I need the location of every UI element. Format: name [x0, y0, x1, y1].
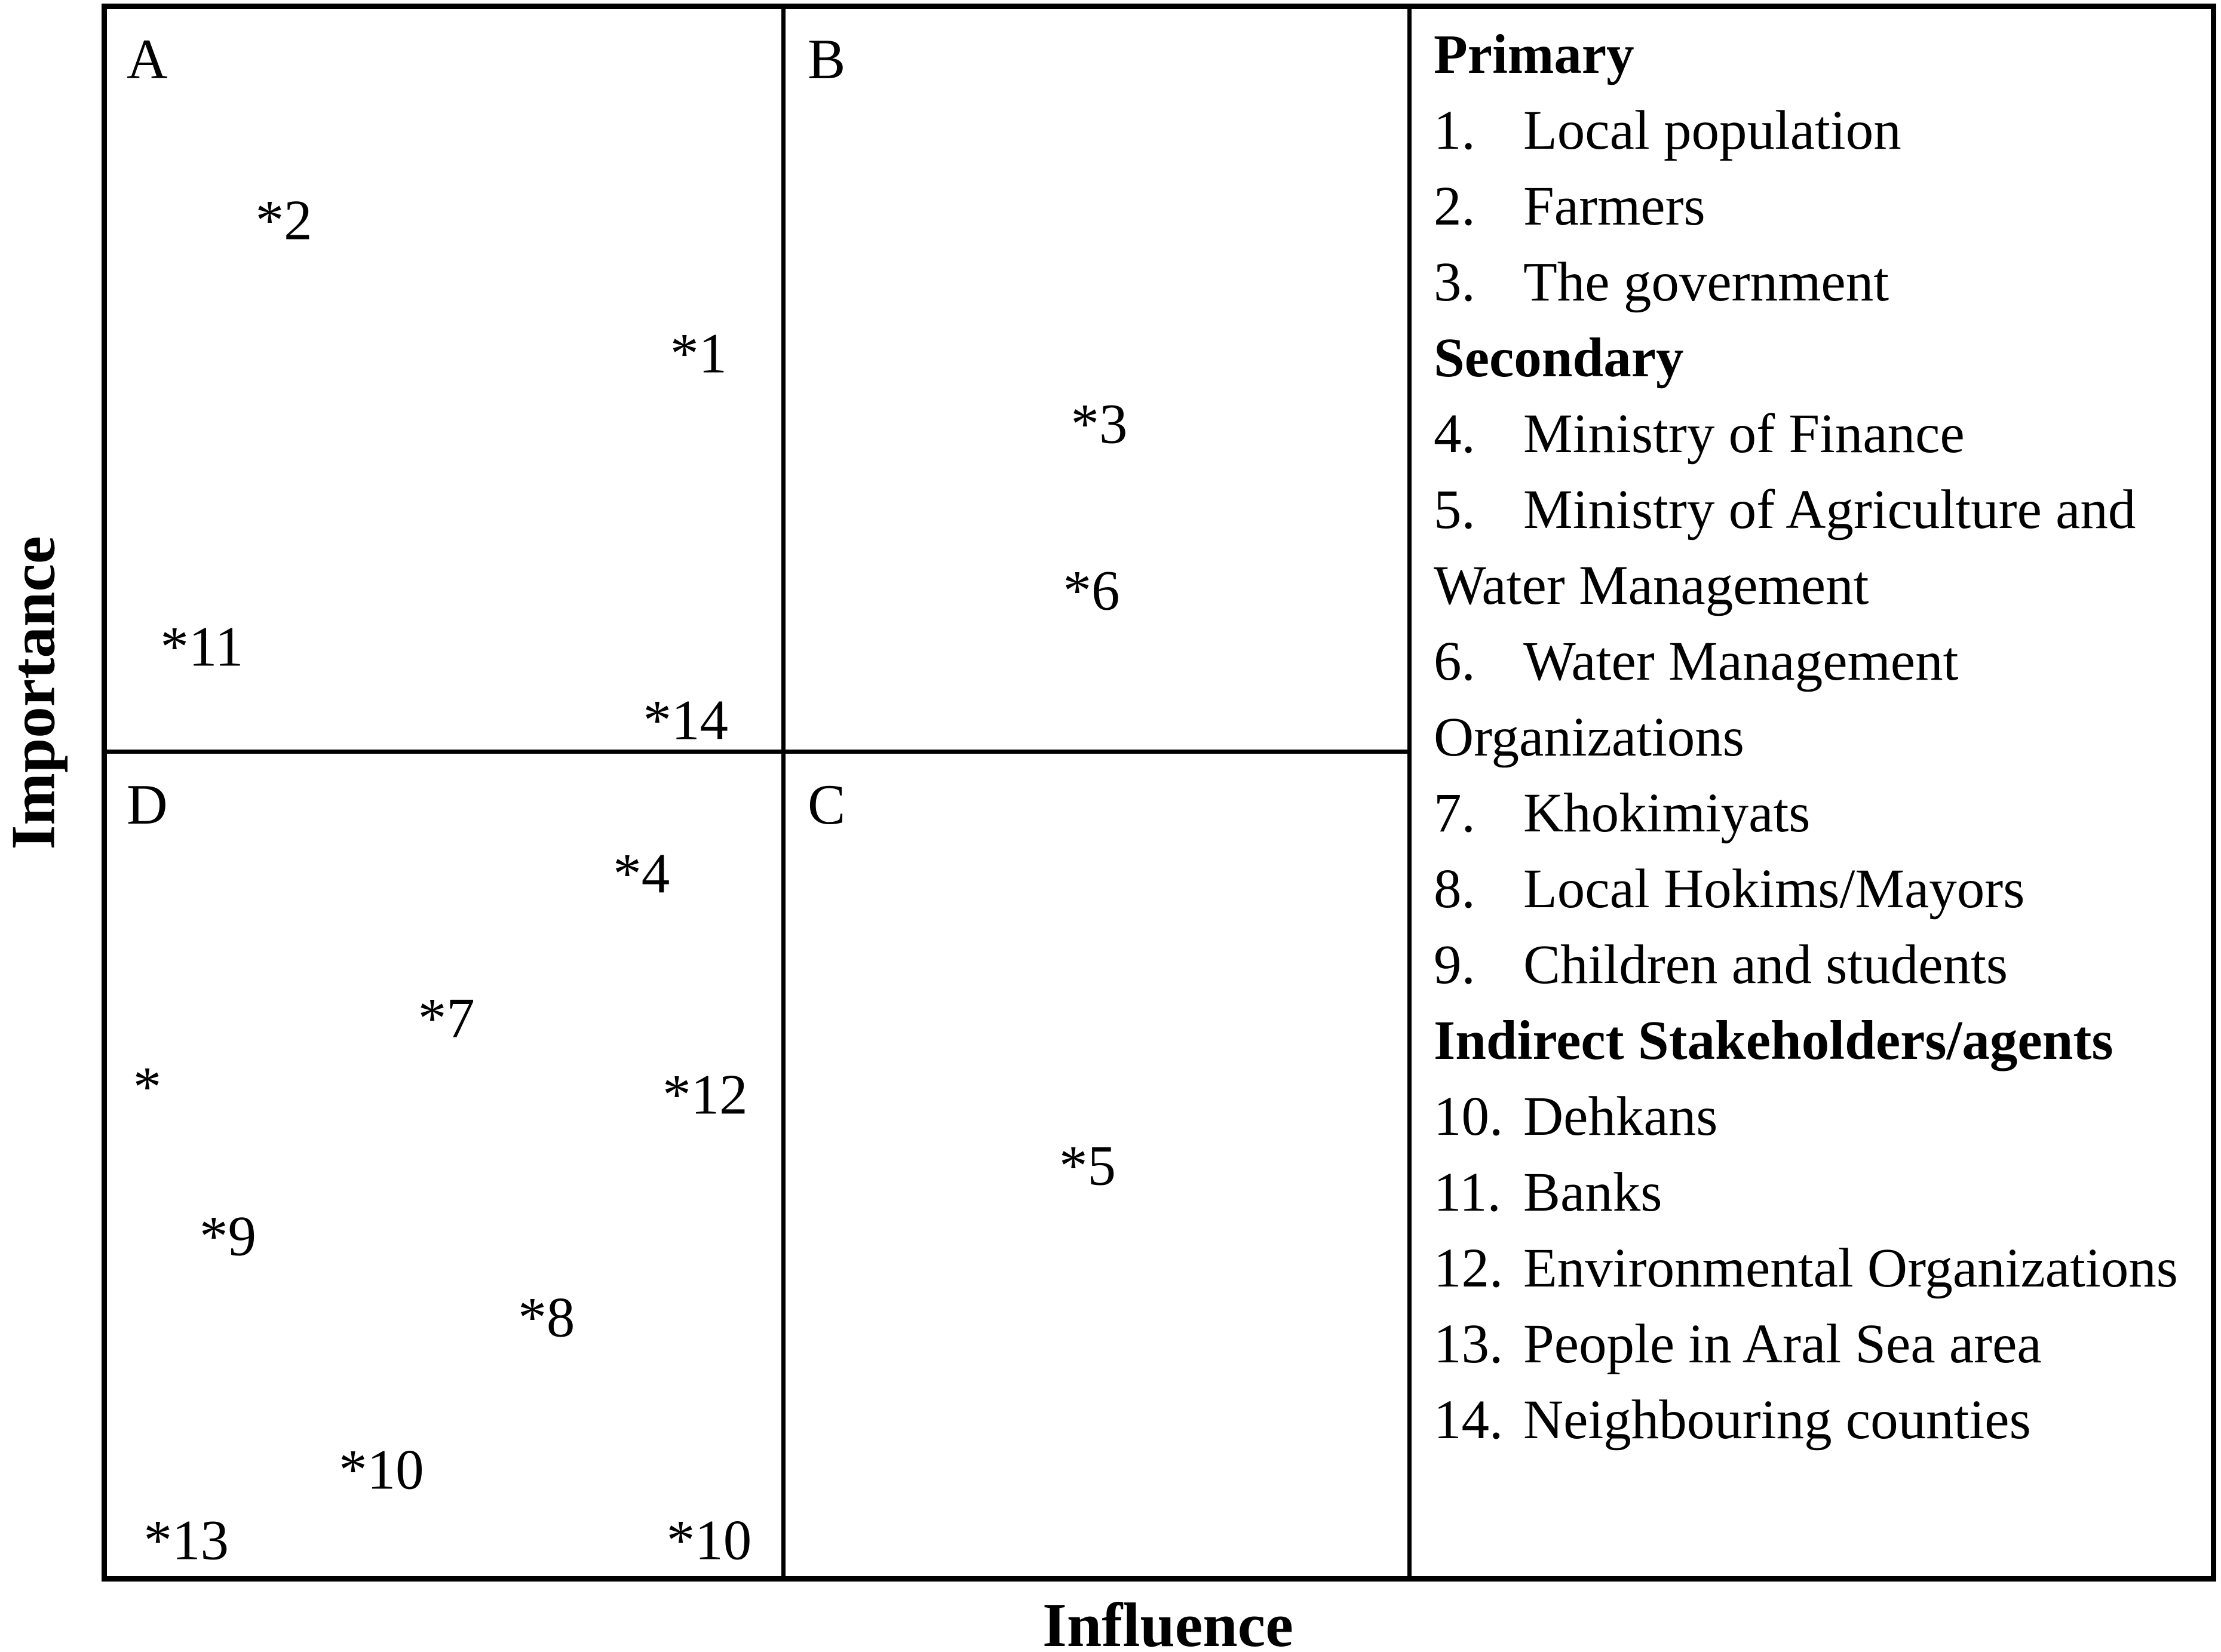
legend-item: 8. Local Hokims/Mayors [1434, 851, 2213, 927]
legend-item-text: Water Management [1523, 631, 1959, 692]
legend-item-number: 8. [1434, 858, 1475, 920]
legend-item-text: Dehkans [1523, 1086, 1718, 1147]
point-3: *3 [1070, 392, 1128, 456]
legend-divider [1407, 4, 1412, 1582]
matrix-outer-border [102, 4, 2216, 1582]
legend-item: 13. People in Aral Sea area [1434, 1306, 2213, 1382]
legend-item-text: Water Management [1434, 555, 1869, 616]
point-8: *8 [518, 1285, 575, 1349]
quadrant-label-b: B [808, 27, 846, 91]
point-10: *10 [339, 1438, 424, 1501]
point-unlabeled: * [133, 1055, 162, 1119]
legend-item-text: Ministry of Agriculture and [1523, 479, 2136, 541]
legend-item-continuation: Organizations [1434, 699, 2213, 775]
legend-item-number: 4. [1434, 403, 1475, 465]
legend-item-text: The government [1523, 251, 1889, 313]
y-axis-label: Importance [0, 536, 68, 850]
legend-item-text: Local population [1523, 100, 1901, 161]
point-11: *11 [160, 615, 244, 678]
point-7: *7 [418, 986, 475, 1050]
point-1: *1 [670, 321, 728, 385]
legend-item: 4. Ministry of Finance [1434, 396, 2213, 472]
point-2: *2 [255, 188, 312, 252]
legend-item-text: Local Hokims/Mayors [1523, 858, 2025, 920]
legend-item: 6. Water Management [1434, 624, 2213, 699]
legend-item-number: 3. [1434, 251, 1475, 313]
point-4: *4 [613, 842, 670, 905]
legend-item-number: 1. [1434, 100, 1475, 161]
legend-header: Primary [1434, 17, 2213, 93]
legend-item-text: Primary [1434, 24, 1634, 85]
legend-item: 11. Banks [1434, 1154, 2213, 1230]
legend-item-text: Environmental Organizations [1523, 1238, 2178, 1299]
point-6: *6 [1063, 558, 1120, 622]
point-10: *10 [666, 1508, 752, 1572]
legend-item: 7. Khokimiyats [1434, 775, 2213, 851]
legend-item-number: 10. [1434, 1086, 1504, 1147]
legend-item: 10. Dehkans [1434, 1079, 2213, 1154]
legend-item-text: Farmers [1523, 176, 1705, 237]
legend-item-number: 5. [1434, 479, 1475, 541]
legend-item: 2. Farmers [1434, 168, 2213, 244]
legend-item-text: Secondary [1434, 327, 1684, 389]
legend-item-number: 9. [1434, 934, 1475, 996]
legend-item-number: 11. [1434, 1162, 1501, 1223]
x-axis-label: Influence [1042, 1590, 1293, 1652]
legend-item-text: Children and students [1523, 934, 2008, 996]
quadrant-divider-horizontal [102, 750, 1412, 754]
legend-item-text: People in Aral Sea area [1523, 1313, 2042, 1375]
legend-item: 3. The government [1434, 244, 2213, 320]
point-12: *12 [662, 1063, 748, 1126]
stakeholder-legend: Primary 1. Local population 2. Farmers 3. The … [1434, 17, 2213, 1458]
point-14: *14 [643, 688, 729, 752]
legend-item-text: Neighbouring counties [1523, 1389, 2031, 1451]
legend-item-number: 13. [1434, 1313, 1504, 1375]
legend-item-text: Organizations [1434, 707, 1744, 768]
legend-item: 1. Local population [1434, 93, 2213, 168]
legend-item: 12. Environmental Organizations [1434, 1230, 2213, 1306]
legend-item-number: 2. [1434, 176, 1475, 237]
quadrant-divider-vertical [781, 4, 786, 1582]
legend-item: 9. Children and students [1434, 927, 2213, 1003]
quadrant-label-a: A [127, 27, 168, 91]
point-13: *13 [143, 1508, 229, 1572]
legend-item-number: 14. [1434, 1389, 1504, 1451]
legend-header: Indirect Stakeholders/agents [1434, 1003, 2213, 1079]
legend-item-text: Khokimiyats [1523, 782, 1811, 844]
legend-item-text: Ministry of Finance [1523, 403, 1965, 465]
legend-header: Secondary [1434, 320, 2213, 396]
legend-item-number: 12. [1434, 1238, 1504, 1299]
legend-item-text: Indirect Stakeholders/agents [1434, 1010, 2113, 1071]
legend-item: 14. Neighbouring counties [1434, 1382, 2213, 1458]
legend-item-number: 7. [1434, 782, 1475, 844]
legend-item: 5. Ministry of Agriculture and [1434, 472, 2213, 548]
point-5: *5 [1059, 1134, 1116, 1197]
legend-item-continuation: Water Management [1434, 548, 2213, 624]
legend-item-text: Banks [1523, 1162, 1662, 1223]
quadrant-label-d: D [127, 773, 168, 836]
legend-item-number: 6. [1434, 631, 1475, 692]
quadrant-label-c: C [808, 773, 846, 836]
point-9: *9 [199, 1204, 256, 1268]
